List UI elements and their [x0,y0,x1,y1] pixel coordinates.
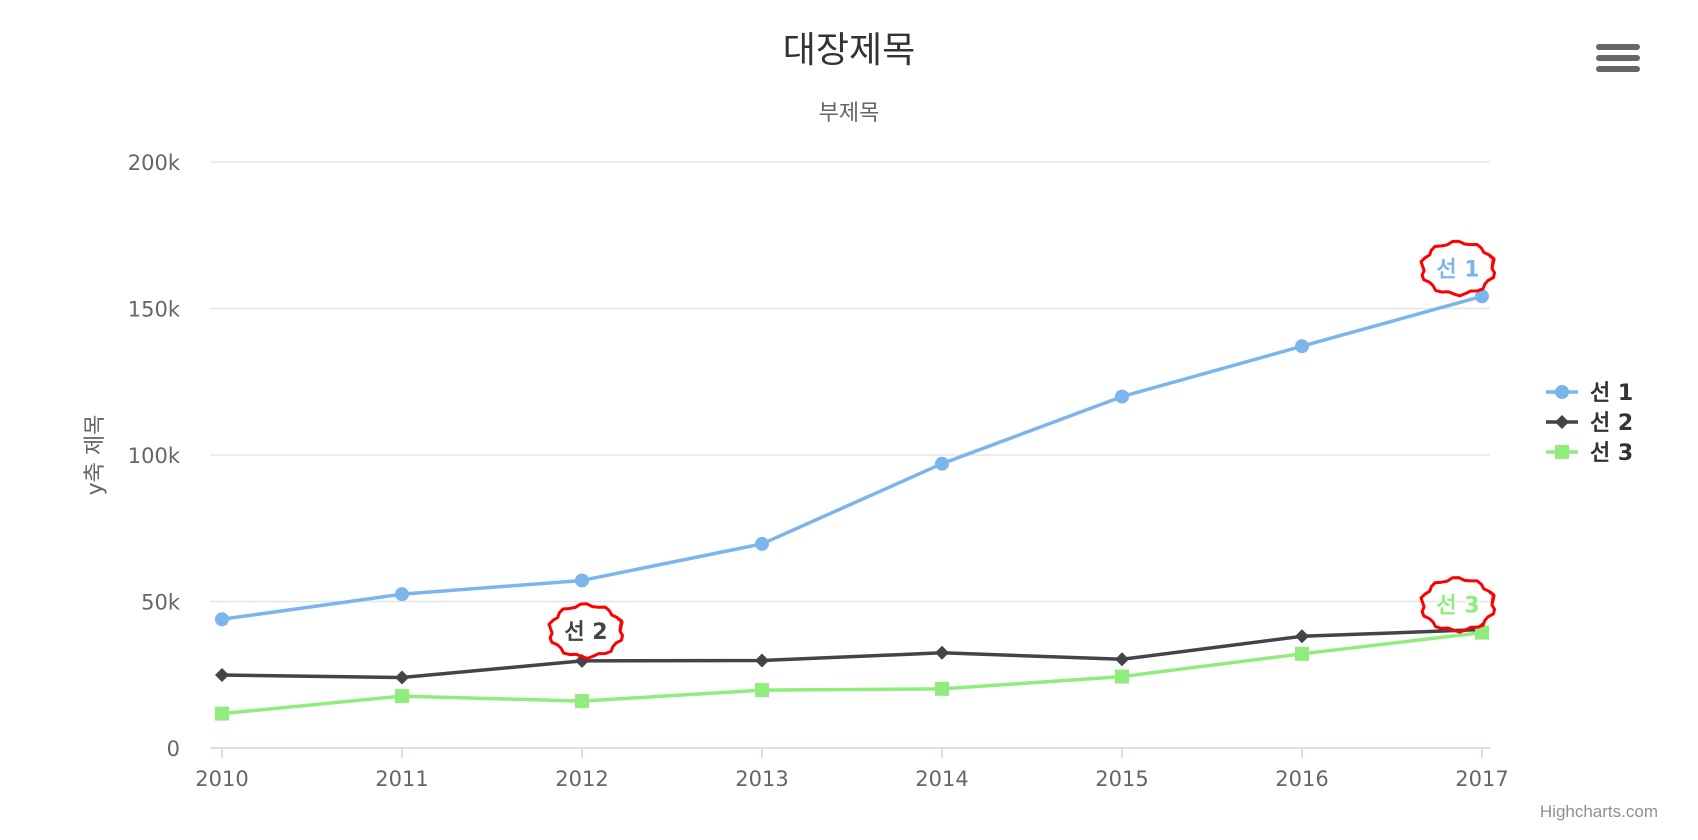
data-point [575,694,589,709]
hand-drawn-circle [1419,576,1496,634]
series-end-label: 선 1 [1436,257,1479,282]
y-tick-label: 150k [128,298,181,322]
y-tick-label: 50k [141,591,181,615]
data-point [395,670,409,685]
data-point [395,587,409,602]
data-point [935,681,949,696]
legend-item-1[interactable]: 선 1 [1546,381,1633,406]
x-tick-label: 2011 [375,767,428,791]
hand-drawn-circle [547,602,624,660]
data-point [755,653,769,668]
data-labels: 선 1 선 2 선 3 [563,256,1481,647]
legend-symbol-marker [1555,415,1569,429]
data-point [1295,646,1309,661]
data-point [215,667,229,682]
data-point [575,573,589,588]
legend: 선 1 선 2 선 3 [1546,381,1633,466]
legend-label: 선 3 [1590,441,1633,466]
data-point [215,706,229,721]
chart-title: 대장제목 [783,30,915,71]
x-tick-label: 2012 [555,767,608,791]
data-point [1475,289,1489,304]
legend-symbol-marker [1555,385,1569,399]
data-point [215,612,229,627]
data-point [1295,339,1309,354]
annotations [547,239,1496,660]
x-tick-label: 2017 [1455,767,1508,791]
legend-label: 선 1 [1590,381,1633,406]
grid: 0 50k 100k 150k 200k [128,151,1490,761]
hand-drawn-circle [1419,239,1496,298]
y-tick-label: 200k [128,151,181,175]
y-tick-label: 100k [128,444,181,468]
x-tick-label: 2015 [1095,767,1148,791]
data-point [1115,652,1129,667]
legend-item-2[interactable]: 선 2 [1546,411,1633,436]
x-tick-label: 2010 [195,767,248,791]
series-1 [215,289,1489,627]
legend-label: 선 2 [1590,411,1633,436]
hamburger-menu-icon[interactable] [1596,44,1640,80]
axes: 2010 2011 2012 2013 2014 2015 2016 2017 [195,747,1509,791]
series-line [221,627,1483,680]
data-point [1115,669,1129,684]
series-layer [215,289,1489,721]
x-tick-label: 2016 [1275,767,1328,791]
series-end-label: 선 3 [1436,594,1479,619]
menu-bar [1596,44,1640,50]
series-line [221,630,1483,716]
data-point [1295,629,1309,644]
data-point [1475,625,1489,640]
y-tick-label: 0 [167,737,180,761]
menu-bar [1596,55,1640,61]
data-point [395,689,409,704]
series-end-label: 선 2 [564,620,607,645]
data-point [935,645,949,660]
x-tick-label: 2013 [735,767,788,791]
data-point [755,683,769,698]
menu-bar [1596,66,1640,72]
series-3 [215,625,1489,721]
y-axis-title: y축 제목 [83,415,108,496]
credits-link[interactable]: Highcharts.com [1539,802,1658,821]
legend-item-3[interactable]: 선 3 [1546,441,1633,466]
data-point [1115,389,1129,404]
data-point [935,456,949,471]
data-point [755,536,769,551]
x-tick-label: 2014 [915,767,968,791]
series-line [221,294,1483,622]
chart-subtitle: 부제목 [819,101,880,126]
legend-symbol-marker [1555,445,1569,459]
